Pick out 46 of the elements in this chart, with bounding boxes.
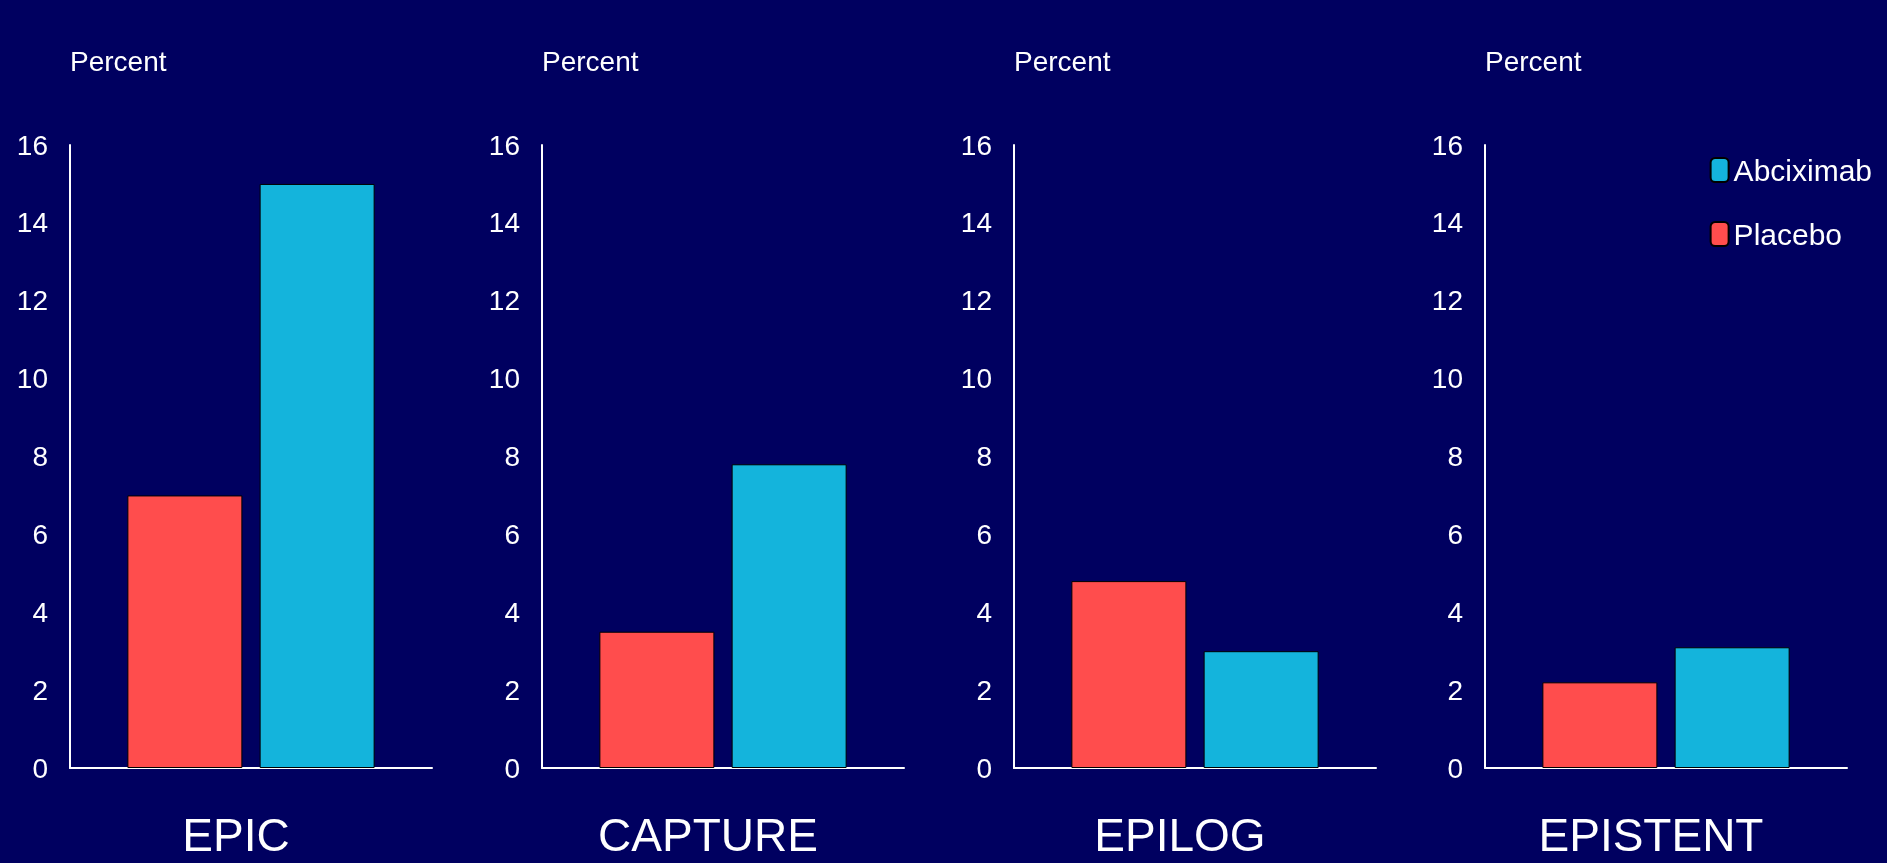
y-axis-title: Percent — [1485, 45, 1582, 77]
y-axis-title: Percent — [1013, 45, 1111, 77]
y-tick-label: 8 — [975, 441, 992, 472]
text: EPISTENT — [1538, 809, 1764, 861]
y-tick-label: 12 — [488, 285, 520, 317]
legend-label: Placebo — [1733, 217, 1843, 251]
y-tick-label: 0 — [32, 752, 48, 784]
y-tick-label: 16 — [1432, 129, 1464, 161]
y-tick-label: 4 — [975, 596, 992, 628]
y-tick-label: 8 — [32, 441, 48, 472]
y-tick-label: 14 — [1432, 207, 1464, 239]
text: EPILOG — [1093, 809, 1266, 861]
y-tick-label: 4 — [504, 596, 520, 628]
y-tick-label: 8 — [504, 441, 520, 472]
y-tick-label: 16 — [16, 129, 48, 161]
y-tick-label: 16 — [488, 129, 520, 161]
y-tick-label: 14 — [16, 207, 48, 239]
legend-label: Abciximab — [1733, 153, 1873, 187]
y-tick-label: 6 — [1447, 518, 1464, 550]
y-tick-label: 4 — [1447, 596, 1464, 628]
y-tick-label: 2 — [32, 674, 48, 706]
y-tick-label: 14 — [960, 207, 992, 239]
y-axis-title: Percent — [541, 45, 639, 77]
y-tick-label: 6 — [32, 518, 48, 550]
y-tick-label: 0 — [975, 752, 992, 784]
y-tick-label: 10 — [1432, 363, 1464, 395]
y-tick-label: 10 — [488, 363, 520, 395]
y-tick-label: 12 — [1432, 285, 1464, 317]
y-tick-label: 12 — [16, 285, 48, 317]
y-tick-label: 10 — [960, 363, 992, 395]
y-tick-label: 12 — [960, 285, 992, 317]
y-tick-label: 0 — [504, 752, 520, 784]
y-tick-label: 2 — [1447, 674, 1464, 706]
y-tick-label: 6 — [975, 518, 992, 550]
y-tick-label: 14 — [488, 207, 520, 239]
y-tick-label: 2 — [504, 674, 520, 706]
y-tick-label: 6 — [504, 518, 520, 550]
text: EPIC — [182, 809, 290, 861]
y-tick-label: 10 — [16, 363, 48, 395]
y-tick-label: 0 — [1447, 752, 1464, 784]
y-axis-title: Percent — [70, 45, 167, 77]
y-tick-label: 2 — [975, 674, 992, 706]
y-tick-label: 16 — [960, 129, 992, 161]
y-tick-label: 8 — [1447, 441, 1464, 472]
y-tick-label: 4 — [32, 596, 48, 628]
text: CAPTURE — [597, 809, 818, 861]
